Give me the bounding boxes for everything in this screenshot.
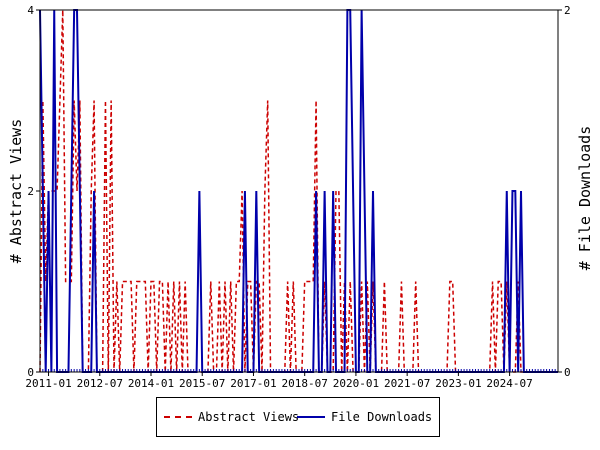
left-axis-title: # Abstract Views	[7, 119, 25, 264]
right-axis-title: # File Downloads	[576, 126, 594, 271]
x-tick-label: 2017-01	[230, 377, 276, 390]
plot-area	[40, 10, 558, 372]
legend-label-file-downloads: File Downloads	[331, 410, 433, 424]
y-right-tick-label: 2	[564, 4, 571, 17]
x-tick-label: 2023-01	[435, 377, 481, 390]
legend: Abstract Views File Downloads	[156, 397, 440, 437]
x-tick-label: 2012-07	[77, 377, 123, 390]
y-left-tick-label: 2	[27, 185, 34, 198]
x-tick-label: 2018-07	[282, 377, 328, 390]
x-tick-label: 2015-07	[179, 377, 225, 390]
y-right-tick-label: 0	[564, 366, 571, 379]
x-tick-label: 2014-01	[128, 377, 174, 390]
x-tick-label: 2011-01	[25, 377, 71, 390]
y-left-tick-label: 0	[27, 366, 34, 379]
plot-border	[39, 9, 559, 373]
legend-label-abstract-views: Abstract Views	[198, 410, 300, 424]
x-tick-label: 2021-07	[384, 377, 430, 390]
legend-swatch-abstract-views	[164, 416, 192, 418]
x-tick-label: 2024-07	[486, 377, 532, 390]
legend-item-file-downloads: File Downloads	[297, 410, 432, 424]
legend-item-abstract-views: Abstract Views	[164, 410, 299, 424]
x-tick-label: 2020-01	[333, 377, 379, 390]
legend-swatch-file-downloads	[297, 416, 325, 418]
y-left-tick-label: 4	[27, 4, 34, 17]
